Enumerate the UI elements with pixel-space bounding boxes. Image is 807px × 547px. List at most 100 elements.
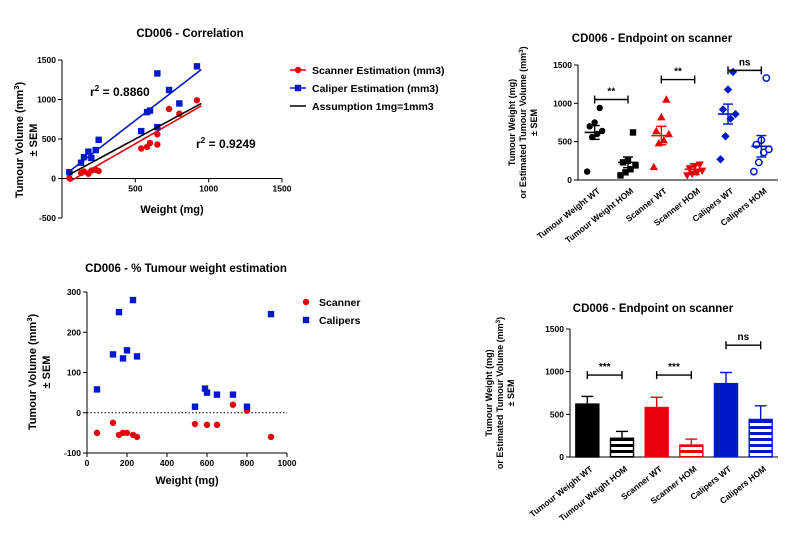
endpoint-bar-y-tick-label: 1500 (545, 324, 564, 334)
correlation-y-label-main: Tumour Volume (mm (14, 90, 26, 199)
endpoint-scatter-point (649, 162, 659, 171)
percent-legend-label: Scanner (319, 297, 360, 309)
correlation-point (154, 141, 161, 148)
percent-title: CD006 - % Tumour weight estimation (85, 263, 287, 275)
correlation-y-tick-label: 1000 (37, 95, 56, 105)
percent-legend-marker (302, 316, 310, 324)
correlation-legend-label: Assumption 1mg=1mm3 (312, 101, 434, 113)
percent-point (229, 391, 237, 398)
percent-x-tick-label: 1000 (278, 458, 297, 468)
correlation-point (138, 127, 145, 135)
correlation-x-tick-label: 500 (128, 184, 142, 194)
percent-y-tick-label: 300 (67, 287, 81, 297)
percent-x-tick-label: 600 (200, 458, 214, 468)
endpoint-scatter-y-tick-label: 1500 (553, 60, 572, 70)
endpoint-scatter-point (764, 145, 773, 154)
percent-point (115, 308, 123, 316)
percent-y-label-main: Tumour Volume (mm (27, 322, 39, 431)
percent-point (213, 421, 221, 429)
percent-y-label-sem: ± SEM (41, 356, 53, 389)
endpoint-scatter-point (586, 123, 593, 130)
endpoint-scatter-point (591, 119, 598, 126)
percent-y-label-close: ) (27, 314, 39, 318)
endpoint-scatter-sig-label: ** (674, 67, 682, 78)
percent-point (93, 429, 101, 437)
endpoint-bar-bar (609, 437, 635, 458)
percent-point (213, 391, 221, 398)
percent-x-label: Weight (mg) (155, 475, 219, 487)
endpoint-bar-y-label-a: Tumour Weight (mg) (484, 349, 494, 436)
percent-point (191, 420, 199, 428)
correlation-point (95, 136, 102, 143)
correlation-r2-calipers-close: = 0.8860 (99, 85, 150, 99)
percent-point (191, 403, 199, 410)
correlation-point (92, 146, 99, 154)
correlation-r2-calipers: r2 = 0.8860 (90, 83, 150, 99)
correlation-legend-label: Caliper Estimation (mm3) (312, 83, 439, 95)
percent-point (119, 355, 127, 362)
endpoint-scatter-point (762, 74, 771, 82)
correlation-legend-marker (294, 66, 302, 74)
percent-point (109, 351, 117, 358)
endpoint-scatter-point (652, 126, 661, 135)
endpoint-bar-bar (575, 403, 600, 458)
correlation-point (193, 97, 201, 104)
percent-y-label-sup: 3 (25, 318, 34, 322)
endpoint-bar-y-label-b-main: or Estimated Tumour Volume (mm (495, 323, 505, 469)
endpoint-bar-y-label-c: ± SEM (506, 380, 516, 407)
endpoint-scatter-y-label-a: Tumour Weight (mg) (507, 79, 517, 166)
percent-point (123, 429, 131, 437)
percent-x-tick-label: 800 (240, 458, 254, 468)
correlation-r2-calipers-main: r (90, 85, 95, 99)
endpoint-scatter-y-tick-label: 0 (567, 175, 572, 185)
endpoint-scatter-point (718, 105, 728, 114)
correlation-point (85, 148, 92, 155)
endpoint-scatter-y-tick-label: 500 (558, 137, 572, 147)
endpoint-bar-y-tick-label: 500 (550, 409, 564, 419)
correlation-legend-label: Scanner Estimation (mm3) (312, 65, 444, 77)
correlation-point (146, 139, 154, 147)
endpoint-bar-title: CD006 - Endpoint on scanner (573, 303, 734, 315)
endpoint-scatter-sig-label: ** (607, 87, 615, 98)
percent-point (93, 386, 101, 393)
endpoint-bar-y-tick-label: 1000 (545, 367, 564, 377)
endpoint-scatter-point (627, 166, 634, 173)
percent-point (229, 401, 237, 408)
correlation-fit-line (68, 102, 202, 176)
percent-y-tick-label: 0 (76, 408, 81, 418)
endpoint-scatter-point (632, 162, 639, 169)
correlation-r2-scanner-close: = 0.9249 (205, 137, 256, 151)
correlation-chart: CD006 - Correlation -500 0 500 1000 1500 500 10… (12, 28, 445, 223)
percent-y-tick-label: 200 (67, 327, 81, 337)
endpoint-bar-sig-label: *** (599, 362, 611, 373)
correlation-point (146, 107, 154, 114)
endpoint-scatter-sig-label: ns (739, 57, 751, 68)
percent-point (133, 353, 141, 360)
percent-legend-label: Calipers (319, 315, 361, 327)
correlation-point (138, 145, 145, 152)
correlation-y-label: Tumour Volume (mm3) (12, 82, 27, 199)
endpoint-scatter-y-label-b: or Estimated Tumour Volume (mm3) (518, 46, 529, 198)
endpoint-scatter-y-label-b-close: ) (518, 46, 528, 49)
correlation-point (88, 154, 95, 162)
correlation-x-label: Weight (mg) (140, 204, 204, 216)
endpoint-bar-sig-label: *** (668, 362, 680, 373)
correlation-point (176, 100, 183, 107)
correlation-x-tick-label: 1500 (273, 184, 292, 194)
correlation-y-tick-label: -500 (39, 213, 56, 223)
correlation-point (95, 167, 102, 175)
percent-point (203, 389, 211, 396)
correlation-r2-scanner: r2 = 0.9249 (196, 135, 256, 151)
percent-point (123, 347, 131, 354)
endpoint-scatter-point (622, 169, 629, 176)
correlation-point (193, 63, 201, 70)
correlation-r2-scanner-main: r (196, 137, 201, 151)
percent-x-tick-label: 200 (120, 458, 134, 468)
endpoint-bar-y-label-b-close: ) (495, 317, 505, 320)
endpoint-scatter-title: CD006 - Endpoint on scanner (572, 33, 733, 45)
endpoint-scatter-point (754, 158, 763, 167)
endpoint-bar-y-tick-label: 0 (559, 452, 564, 462)
endpoint-scatter-point (617, 172, 624, 179)
correlation-point (66, 168, 73, 176)
endpoint-bar-bar (713, 382, 739, 458)
